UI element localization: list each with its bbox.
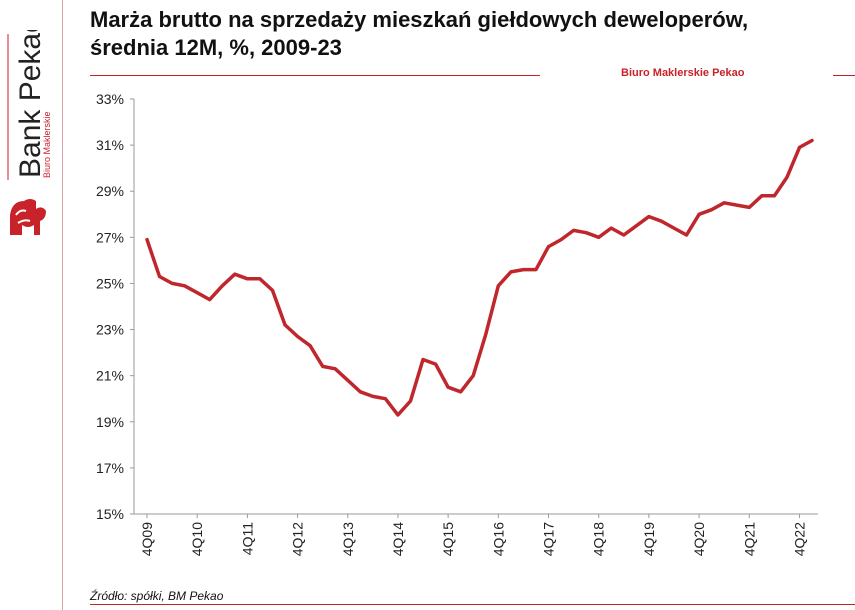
x-tick-label: 4Q10 — [189, 522, 205, 556]
y-tick-label: 31% — [96, 137, 124, 153]
data-point — [710, 208, 714, 212]
y-tick-label: 25% — [96, 275, 124, 291]
data-point — [258, 277, 262, 281]
data-point — [722, 201, 726, 205]
data-point — [183, 284, 187, 288]
data-point — [685, 233, 689, 237]
data-point — [797, 145, 801, 149]
x-tick-label: 4Q22 — [791, 522, 807, 556]
data-point — [672, 226, 676, 230]
data-point — [371, 394, 375, 398]
data-point — [396, 413, 400, 417]
chart-title-line2: średnia 12M, %, 2009-23 — [90, 35, 342, 60]
data-point — [333, 367, 337, 371]
data-point — [270, 288, 274, 292]
chart-title: Marża brutto na sprzedaży mieszkań giełd… — [90, 6, 830, 62]
data-point — [170, 281, 174, 285]
sidebar: Bank Pekao Biuro Maklerskie — [0, 0, 62, 610]
data-point — [572, 228, 576, 232]
y-tick-label: 29% — [96, 183, 124, 199]
data-point — [484, 332, 488, 336]
x-tick-label: 4Q13 — [340, 522, 356, 556]
header-rule-left — [90, 75, 540, 76]
data-point — [446, 385, 450, 389]
data-point — [760, 194, 764, 198]
series-line — [145, 138, 814, 417]
data-point — [647, 215, 651, 219]
x-tick-label: 4Q21 — [741, 522, 757, 556]
data-point — [296, 334, 300, 338]
data-point — [358, 390, 362, 394]
data-point — [459, 390, 463, 394]
x-tick-label: 4Q15 — [440, 522, 456, 556]
data-point — [220, 284, 224, 288]
data-point — [308, 344, 312, 348]
data-point — [509, 270, 513, 274]
x-tick-label: 4Q17 — [541, 522, 557, 556]
data-point — [810, 139, 814, 142]
data-point — [597, 235, 601, 239]
y-tick-label: 19% — [96, 414, 124, 430]
data-point — [145, 238, 149, 242]
header-rule-right — [833, 75, 855, 76]
data-point — [408, 399, 412, 403]
y-axis: 15% 17% 19% 21% 23% 25% 27% 29% 31% 33% — [96, 91, 135, 522]
data-point — [785, 175, 789, 179]
x-tick-label: 4Q18 — [591, 522, 607, 556]
data-point — [233, 272, 237, 276]
y-tick-label: 17% — [96, 460, 124, 476]
sidebar-divider — [62, 0, 63, 610]
pekao-bison-logo-icon — [10, 199, 46, 235]
x-tick-label: 4Q19 — [641, 522, 657, 556]
line-chart: 15%17%19%21%23%25%27%29%31%33% 4Q09 4Q10 4… — [96, 91, 818, 556]
data-point — [321, 364, 325, 368]
data-points — [145, 139, 814, 417]
data-point — [547, 245, 551, 249]
x-axis: 4Q09 4Q10 4Q11 4Q12 4Q13 4Q14 4Q15 4Q16 4Q17 4Q18… — [134, 513, 818, 556]
brand-logo: Bank Pekao Biuro Maklerskie — [7, 30, 52, 235]
brand-name: Bank Pekao — [14, 30, 47, 178]
x-tick-label: 4Q16 — [490, 522, 506, 556]
data-point — [534, 268, 538, 272]
data-point — [496, 284, 500, 288]
footer-rule — [90, 604, 855, 605]
data-point — [521, 268, 525, 272]
data-point — [747, 205, 751, 209]
source-note: Źródło: spółki, BM Pekao — [90, 589, 224, 603]
y-tick-label: 23% — [96, 322, 124, 338]
y-tick-label: 27% — [96, 229, 124, 245]
data-point — [195, 291, 199, 295]
data-point — [245, 277, 249, 281]
brand-subname: Biuro Maklerskie — [42, 111, 52, 178]
data-point — [421, 358, 425, 362]
data-point — [208, 298, 212, 302]
y-tick-label: 33% — [96, 91, 124, 107]
data-point — [697, 212, 701, 216]
data-point — [735, 203, 739, 207]
x-tick-label: 4Q14 — [390, 522, 406, 556]
y-tick-label: 15% — [96, 506, 124, 522]
data-point — [559, 238, 563, 242]
data-point — [383, 397, 387, 401]
broker-label: Biuro Maklerskie Pekao — [621, 67, 745, 79]
x-tick-label: 4Q09 — [139, 522, 155, 556]
data-point — [283, 323, 287, 327]
chart-title-line1: Marża brutto na sprzedaży mieszkań giełd… — [90, 7, 749, 32]
data-point — [434, 362, 438, 366]
data-point — [158, 275, 162, 279]
x-tick-label: 4Q11 — [239, 522, 255, 555]
y-tick-label: 21% — [96, 368, 124, 384]
data-point — [346, 378, 350, 382]
data-point — [609, 226, 613, 230]
data-point — [471, 374, 475, 378]
x-tick-label: 4Q20 — [691, 522, 707, 556]
data-point — [622, 233, 626, 237]
data-point — [584, 231, 588, 235]
data-point — [659, 219, 663, 223]
data-point — [772, 194, 776, 198]
x-tick-label: 4Q12 — [290, 522, 306, 556]
data-point — [634, 224, 638, 228]
